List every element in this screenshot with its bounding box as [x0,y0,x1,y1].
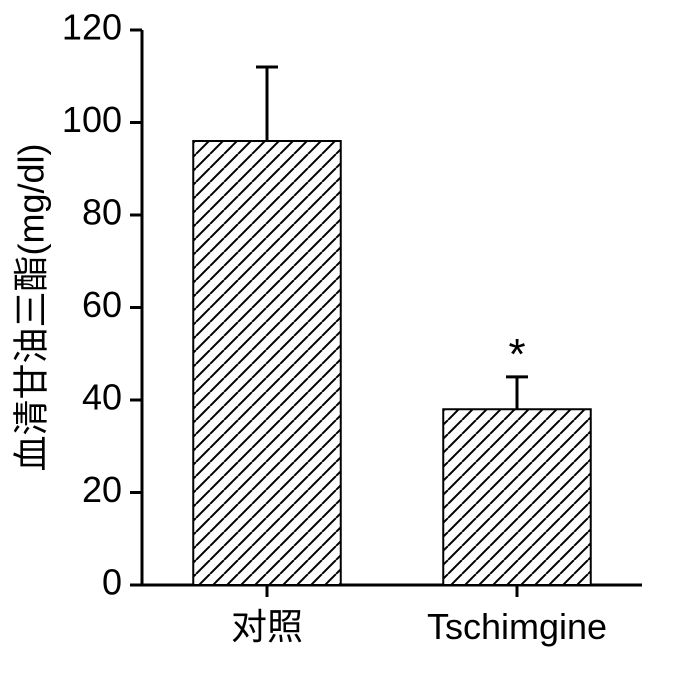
y-tick-label: 40 [82,377,122,418]
y-tick-label: 100 [62,99,122,140]
category-label-1: Tschimgine [427,606,607,647]
y-tick-label: 60 [82,284,122,325]
y-tick-label: 0 [102,562,122,603]
bar-0 [193,141,341,585]
y-tick-label: 120 [62,7,122,48]
bar-annotation-1: * [508,330,525,379]
bar-1 [443,409,591,585]
category-label-0: 对照 [231,606,303,647]
y-tick-label: 80 [82,192,122,233]
serum-triglyceride-bar-chart: 0 20 40 60 80 100 120 对照 * Tschimgine 血清甘油三酯(mg/dl… [0,0,686,695]
y-tick-label: 20 [82,469,122,510]
y-axis-label: 血清甘油三酯(mg/dl) [11,143,52,471]
chart-svg: 0 20 40 60 80 100 120 对照 * Tschimgine 血清甘油三酯(mg/dl… [0,0,686,695]
